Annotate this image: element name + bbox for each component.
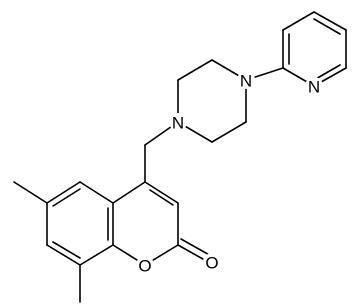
atom-label: O bbox=[205, 254, 218, 273]
atom-labels: N N N O O bbox=[136, 71, 323, 276]
atom-label: N bbox=[308, 78, 320, 97]
atom-label: N bbox=[240, 72, 252, 91]
atom-label: O bbox=[138, 257, 151, 276]
atom-label: N bbox=[172, 114, 184, 133]
bonds bbox=[13, 11, 347, 303]
